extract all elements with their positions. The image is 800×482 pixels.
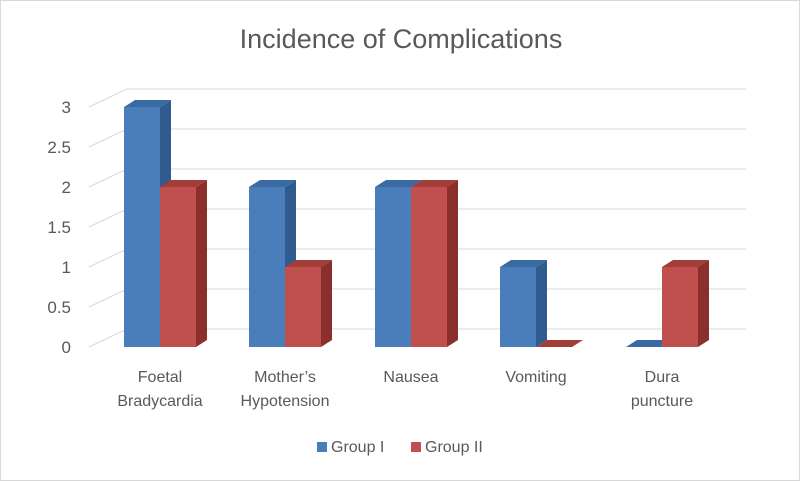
x-tick-label: Foetal [138, 369, 182, 386]
bar-front [500, 267, 536, 347]
x-tick-label: Hypotension [241, 393, 330, 410]
y-tick-label: 1.5 [47, 218, 71, 237]
bar-top [124, 100, 171, 107]
y-axis: 0 0.5 1 1.5 2 2.5 3 [47, 98, 71, 357]
bar-top [249, 180, 296, 187]
chart-title: Incidence of Complications [240, 24, 563, 54]
bar-top [662, 260, 709, 267]
bar-side [536, 260, 547, 347]
gridline-diagonal [88, 288, 128, 308]
bar-front [375, 187, 411, 347]
bar-group-i [626, 340, 673, 347]
bar-group-i [500, 260, 547, 347]
gridline-diagonal [88, 248, 128, 268]
bar-group-ii [160, 180, 207, 347]
gridline-diagonal [88, 88, 128, 108]
bar-side [196, 180, 207, 347]
bar-top [160, 180, 207, 187]
y-tick-label: 0 [62, 338, 71, 357]
x-tick-label: Bradycardia [117, 393, 202, 410]
bar-top [411, 180, 458, 187]
bar-group-ii [662, 260, 709, 347]
x-tick-label: Nausea [383, 369, 438, 386]
y-tick-label: 0.5 [47, 298, 71, 317]
bar-group-ii [285, 260, 332, 347]
x-tick-label: Vomiting [505, 369, 566, 386]
x-tick-label: Dura [645, 369, 680, 386]
legend-label: Group II [425, 439, 483, 456]
bar-top [536, 340, 583, 347]
x-axis: Foetal Bradycardia Mother’s Hypotension Naus… [117, 369, 693, 410]
y-tick-label: 2 [62, 178, 71, 197]
bar-side [321, 260, 332, 347]
bar-top [375, 180, 422, 187]
bar-front [662, 267, 698, 347]
x-tick-label: puncture [631, 393, 693, 410]
bar-group-ii [536, 340, 583, 347]
bar-side [698, 260, 709, 347]
y-tick-label: 3 [62, 98, 71, 117]
bar-front [285, 267, 321, 347]
legend-swatch [411, 442, 421, 452]
gridline-diagonal [88, 208, 128, 228]
bars [124, 100, 709, 347]
bar-top [285, 260, 332, 267]
bar-top [500, 260, 547, 267]
bar-front [249, 187, 285, 347]
gridline-diagonal [88, 168, 128, 188]
y-tick-label: 2.5 [47, 138, 71, 157]
gridline-diagonal [88, 328, 128, 348]
legend: Group I Group II [317, 439, 483, 456]
bar-front [411, 187, 447, 347]
bar-side [447, 180, 458, 347]
y-tick-label: 1 [62, 258, 71, 277]
bar-front [160, 187, 196, 347]
x-tick-label: Mother’s [254, 369, 316, 386]
bar-group-ii [411, 180, 458, 347]
gridline-diagonal [88, 128, 128, 148]
bar-front [124, 107, 160, 347]
bar-top [626, 340, 673, 347]
legend-swatch [317, 442, 327, 452]
legend-label: Group I [331, 439, 384, 456]
